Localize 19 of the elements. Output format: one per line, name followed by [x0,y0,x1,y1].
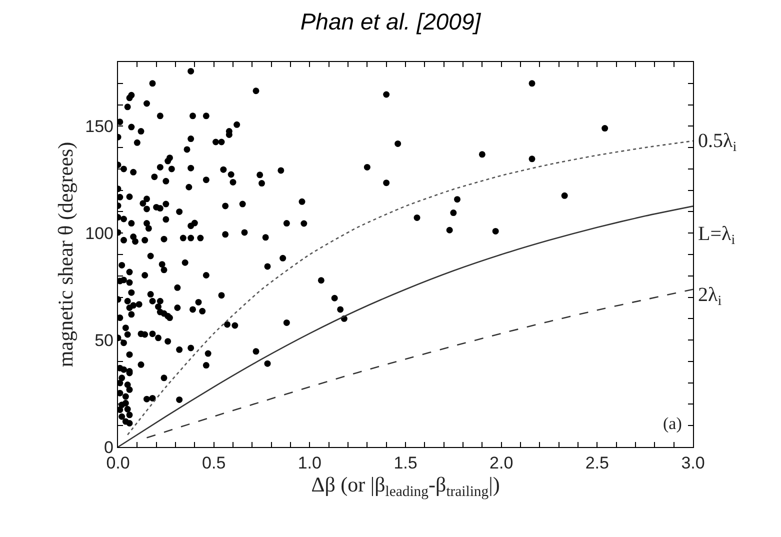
y-tick-label: 100 [85,224,114,244]
text: 0.5λ$_{i}$ [698,130,737,156]
line-series [126,140,693,436]
line-series [146,288,693,438]
x-tick-label: 2.5 [585,454,609,472]
y-tick-label: 50 [94,331,114,350]
y-tick-label: 150 [85,117,114,136]
x-tick-label: 1.0 [298,454,322,472]
x-tick-label: 0.5 [202,454,226,472]
line-series [118,206,693,447]
y-axis-title: magnetic shear θ (degrees) [53,142,78,368]
text: L=λ$_{i}$ [698,223,736,248]
x-tick-label: 1.5 [394,454,418,472]
x-tick-label: 2.0 [490,454,514,472]
text: 2λ$_{i}$ [698,284,722,310]
x-tick-label: 3.0 [681,454,705,472]
annotation: (a) [663,414,682,433]
chart-title: Phan et al. [2009] [300,8,482,35]
x-axis-title: Δβ (or |β$_{leading}$-β$_{trailing}$|) [311,472,500,500]
